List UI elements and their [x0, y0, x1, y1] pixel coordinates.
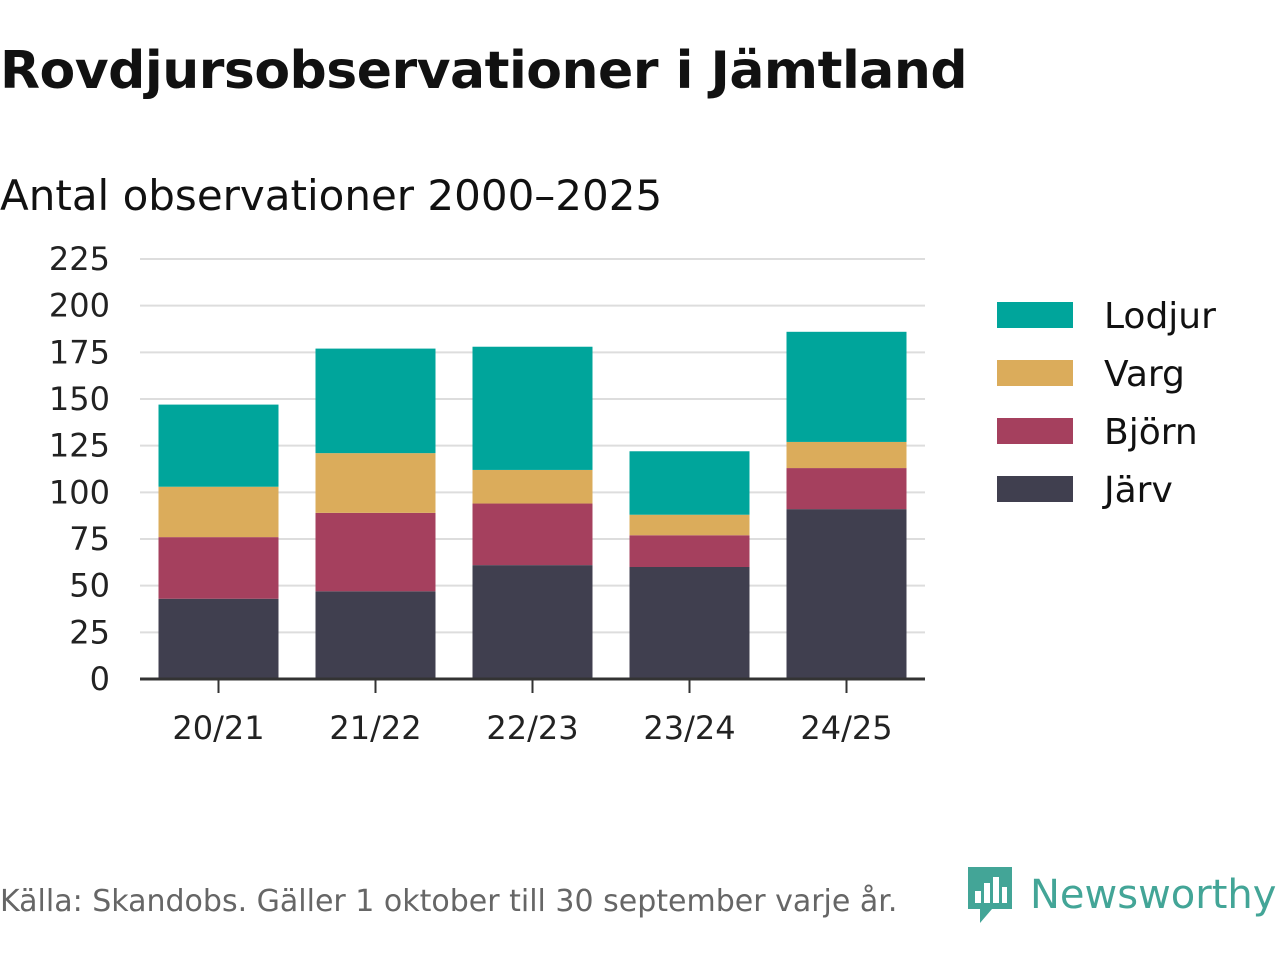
- bar-varg-23-24[interactable]: [629, 514, 750, 536]
- bar-varg-22-23[interactable]: [472, 469, 593, 504]
- brand-logo[interactable]: Newsworthy: [964, 860, 1276, 930]
- bar-lodjur-23-24[interactable]: [629, 451, 750, 515]
- x-tick-label: 24/25: [800, 709, 892, 747]
- y-tick-label: 125: [49, 427, 110, 465]
- bar-järv-24-25[interactable]: [786, 509, 907, 679]
- bar-järv-21-22[interactable]: [315, 591, 436, 679]
- legend-swatch-lodjur: [997, 302, 1073, 328]
- x-tick-label: 23/24: [643, 709, 735, 747]
- bar-björn-22-23[interactable]: [472, 503, 593, 566]
- chart-subtitle: Antal observationer 2000–2025: [0, 171, 663, 220]
- legend-label-varg[interactable]: Varg: [1104, 354, 1185, 395]
- bar-lodjur-22-23[interactable]: [472, 346, 593, 470]
- legend-label-järv[interactable]: Järv: [1102, 470, 1173, 511]
- chart-title: Rovdjursobservationer i Jämtland: [0, 41, 968, 101]
- bar-järv-23-24[interactable]: [629, 567, 750, 679]
- bar-varg-24-25[interactable]: [786, 441, 907, 469]
- bar-björn-21-22[interactable]: [315, 512, 436, 592]
- bar-varg-21-22[interactable]: [315, 453, 436, 513]
- legend-swatch-järv: [997, 476, 1073, 502]
- bar-björn-23-24[interactable]: [629, 535, 750, 567]
- y-tick-label: 0: [90, 660, 110, 698]
- y-tick-label: 200: [49, 287, 110, 325]
- legend-label-björn[interactable]: Björn: [1104, 412, 1198, 453]
- y-tick-label: 225: [49, 240, 110, 278]
- source-note: Källa: Skandobs. Gäller 1 oktober till 3…: [0, 884, 898, 919]
- newsworthy-logo-icon: [968, 867, 1012, 923]
- y-tick-label: 175: [49, 333, 110, 371]
- legend-swatch-varg: [997, 360, 1073, 386]
- legend-swatch-björn: [997, 418, 1073, 444]
- bar-järv-20-21[interactable]: [158, 598, 279, 679]
- bar-björn-24-25[interactable]: [786, 468, 907, 510]
- bars: [158, 331, 907, 679]
- y-tick-label: 100: [49, 473, 110, 511]
- y-tick-label: 25: [69, 613, 110, 651]
- bar-varg-20-21[interactable]: [158, 486, 279, 538]
- y-tick-label: 50: [69, 567, 110, 605]
- x-tick-label: 20/21: [172, 709, 264, 747]
- bar-lodjur-24-25[interactable]: [786, 331, 907, 442]
- bar-björn-20-21[interactable]: [158, 537, 279, 599]
- bar-järv-22-23[interactable]: [472, 565, 593, 679]
- legend: Lodjur Varg Björn Järv: [997, 296, 1216, 511]
- y-tick-label: 150: [49, 380, 110, 418]
- x-tick-label: 21/22: [329, 709, 421, 747]
- bar-lodjur-20-21[interactable]: [158, 404, 279, 487]
- legend-label-lodjur[interactable]: Lodjur: [1104, 296, 1216, 337]
- brand-name: Newsworthy: [1030, 872, 1277, 918]
- y-tick-label: 75: [69, 520, 110, 558]
- stacked-bar-chart: 0 25 50 75 100 125 150 175 200 225 20/21 21/22 22/23…: [49, 240, 1216, 747]
- bar-lodjur-21-22[interactable]: [315, 348, 436, 454]
- x-tick-label: 22/23: [486, 709, 578, 747]
- axes: 0 25 50 75 100 125 150 175 200 225 20/21 21/22 22/23…: [49, 240, 925, 747]
